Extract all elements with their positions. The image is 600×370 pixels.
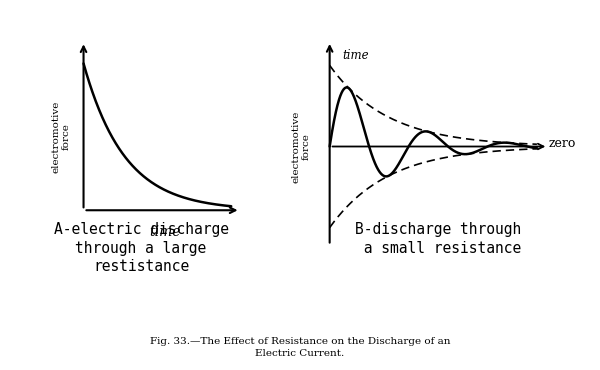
Text: B-discharge through
 a small resistance: B-discharge through a small resistance [355, 222, 521, 256]
Text: electromotive
force: electromotive force [292, 110, 311, 183]
Text: time: time [343, 49, 370, 62]
Text: time: time [149, 225, 181, 239]
Text: electromotive
force: electromotive force [52, 101, 71, 173]
Text: A-electric discharge
through a large
restistance: A-electric discharge through a large res… [53, 222, 229, 274]
Text: zero: zero [549, 137, 577, 150]
Text: Fig. 33.—The Effect of Resistance on the Discharge of an
Electric Current.: Fig. 33.—The Effect of Resistance on the… [150, 337, 450, 357]
